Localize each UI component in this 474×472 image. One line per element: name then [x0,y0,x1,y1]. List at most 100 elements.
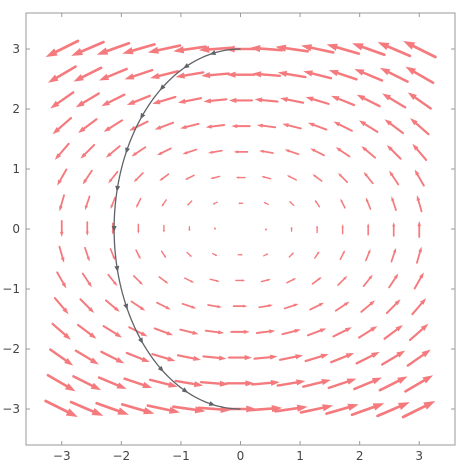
field-arrow [406,349,431,367]
field-arrow [147,44,182,54]
axis-ticks: −3 −2 −1 0 1 2 3 −3 −2 −1 0 1 2 3 [2,13,455,463]
field-arrow [383,324,403,340]
field-arrow [173,45,207,54]
field-arrow [184,277,195,283]
field-arrow [209,278,220,283]
x-tick-label: −2 [112,449,130,463]
trajectory-arrow [208,401,216,406]
field-arrow [260,278,271,283]
field-arrow [148,378,178,388]
field-arrow [179,328,199,335]
field-arrow [360,300,376,313]
field-arrow [75,92,100,108]
field-arrow [306,328,327,337]
field-arrow [388,273,399,289]
field-arrow [105,145,121,158]
field-arrow [102,325,123,338]
field-arrow [99,67,128,81]
field-arrow [123,377,153,388]
field-arrow [378,376,408,392]
field-arrow [213,227,217,231]
field-arrow [180,122,200,129]
field-arrow [130,300,146,311]
field-arrow [122,43,156,55]
field-arrow [365,197,372,210]
field-arrow [158,276,169,284]
field-arrow [280,97,305,104]
field-arrow [386,144,402,160]
field-arrow [275,44,309,53]
field-arrow [72,375,102,391]
field-arrow [56,271,67,289]
field-arrow [384,119,404,135]
field-arrow [71,40,105,56]
trajectory-arrow [209,50,217,55]
field-arrow [54,142,70,160]
field-arrow [82,169,93,185]
x-tick-label: 2 [356,449,364,463]
field-arrow [69,400,104,416]
field-arrow [354,68,384,82]
field-arrow [47,65,77,83]
field-arrow [263,253,269,257]
field-arrow [404,375,434,393]
field-arrow [333,121,353,132]
field-arrow [207,304,222,309]
field-arrow [175,71,205,79]
trajectory-arrow [138,337,144,344]
trajectory-arrow [181,387,189,393]
field-arrow [230,329,250,334]
field-arrow [107,273,118,287]
field-arrow [382,93,407,109]
field-arrow [53,297,69,315]
field-arrow [274,404,308,413]
field-arrow [414,169,425,187]
field-arrow [411,298,427,316]
field-arrow [104,299,120,312]
field-arrow [172,405,206,414]
field-arrow [132,275,143,286]
field-arrow [103,119,124,132]
field-arrow [49,348,74,366]
field-arrow [58,245,65,263]
field-arrow [50,91,75,109]
field-arrow [312,174,323,182]
field-arrow [264,227,268,231]
y-tick-label: 2 [12,102,20,116]
field-arrow [201,72,230,79]
field-arrow [337,275,348,286]
field-arrow [301,44,335,54]
field-arrow [417,220,422,238]
field-arrow [227,355,252,361]
field-arrow [410,118,430,136]
field-arrow [109,248,116,261]
field-arrow [181,302,197,309]
field-arrow [261,175,272,180]
field-arrow [390,247,397,263]
field-arrow [161,199,167,207]
field-arrow [126,94,151,106]
field-arrow [276,379,306,387]
field-arrow [253,354,278,360]
field-arrow [361,146,377,159]
field-arrow [120,403,155,415]
field-arrow [408,323,429,342]
field-arrow [187,200,193,206]
field-arrow [225,380,255,387]
field-arrow [96,41,131,55]
field-arrow [405,66,435,85]
field-arrow [235,279,246,282]
field-arrow [232,304,248,308]
field-arrow [186,251,192,258]
field-arrow [97,376,127,390]
field-arrow [133,172,144,183]
field-arrow [299,404,334,414]
field-arrow [416,246,422,264]
field-arrow [131,146,147,157]
field-arrow [252,71,282,78]
field-arrow [332,327,352,338]
field-arrow [377,42,412,58]
field-arrow [78,118,98,134]
field-arrow [202,355,227,361]
field-arrow [376,402,410,418]
